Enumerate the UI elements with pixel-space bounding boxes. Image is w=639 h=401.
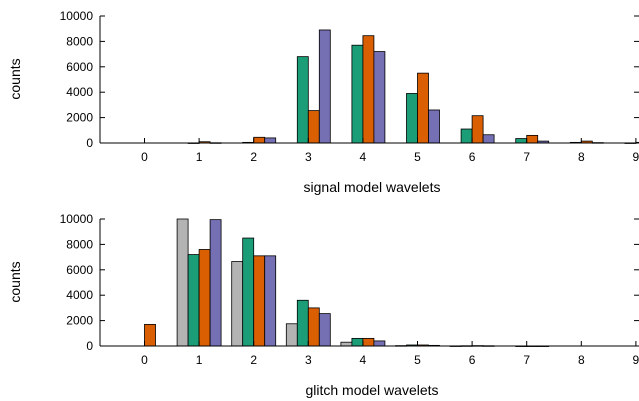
x-tick-label: 1 [196, 150, 203, 164]
bar-cat-5-series-2 [406, 93, 418, 144]
x-tick-label: 8 [578, 353, 585, 367]
bar-cat-5-series-3 [417, 72, 429, 144]
x-tick-label: 3 [305, 150, 312, 164]
bar-cat-3-series-2 [296, 299, 309, 347]
y-tick-label: 0 [86, 339, 93, 353]
y-tick-label: 6000 [66, 263, 93, 277]
bar-cat-1-series-1 [176, 218, 189, 347]
bar-cat-3-series-2 [296, 56, 309, 144]
bar-cat-4-series-4 [373, 51, 386, 144]
x-tick-label: 5 [414, 353, 421, 367]
x-tick-label: 0 [141, 150, 148, 164]
x-tick-label: 8 [578, 150, 585, 164]
x-tick-label: 4 [360, 353, 367, 367]
bar-cat-1-series-2 [187, 254, 200, 347]
x-tick-label: 7 [523, 150, 530, 164]
bar-cat-4-series-3 [362, 35, 375, 144]
glitch-model-panel: counts glitch model wavelets 02000400060… [7, 212, 639, 398]
y-tick-label: 2000 [66, 314, 93, 328]
bar-cat-4-series-1 [340, 341, 353, 347]
x-tick-label: 1 [196, 353, 203, 367]
y-tick-label: 0 [86, 136, 93, 150]
bar-cat-7-series-2 [515, 138, 528, 144]
x-tick-label: 3 [305, 353, 312, 367]
bar-cat-6-series-3 [471, 115, 484, 144]
x-tick-label: 6 [469, 353, 476, 367]
y-tick-label: 10000 [60, 9, 94, 23]
x-tick-label: 5 [414, 150, 421, 164]
bar-cat-3-series-4 [318, 29, 331, 144]
bar-cat-4-series-4 [373, 340, 386, 347]
bar-cat-6-series-4 [482, 134, 495, 144]
bar-cat-3-series-3 [307, 110, 320, 144]
bar-cat-4-series-3 [362, 337, 375, 347]
x-tick-label: 7 [523, 353, 530, 367]
bar-cat-2-series-3 [253, 136, 266, 144]
bar-cat-4-series-2 [351, 44, 364, 144]
bar-cat-5-series-4 [428, 109, 440, 144]
y-tick-label: 8000 [66, 34, 93, 48]
y-tick-label: 8000 [66, 237, 93, 251]
x-tick-label: 6 [469, 150, 476, 164]
y-tick-label: 4000 [66, 288, 93, 302]
y-axis-title: counts [7, 261, 23, 302]
x-tick-label: 2 [250, 150, 257, 164]
y-tick-label: 4000 [66, 85, 93, 99]
bar-cat-2-series-3 [253, 255, 266, 347]
bar-cat-1-series-4 [209, 219, 222, 347]
bar-cat-3-series-3 [307, 307, 320, 347]
bar-cat-7-series-3 [526, 134, 539, 144]
bar-cat-3-series-4 [318, 313, 331, 347]
y-tick-label: 6000 [66, 60, 93, 74]
x-tick-label: 9 [633, 353, 639, 367]
bar-cat-2-series-1 [231, 261, 244, 347]
bar-cat-0-series-3 [144, 324, 156, 347]
bar-cat-2-series-4 [264, 137, 277, 144]
y-tick-label: 10000 [60, 212, 94, 226]
x-tick-label: 0 [141, 353, 148, 367]
signal-model-panel: counts signal model wavelets 02000400060… [7, 9, 639, 195]
bar-cat-6-series-2 [460, 128, 473, 144]
x-tick-label: 4 [360, 150, 367, 164]
bar-cat-4-series-2 [351, 337, 364, 347]
y-tick-label: 2000 [66, 111, 93, 125]
bar-cat-1-series-3 [198, 249, 211, 347]
bar-cat-3-series-1 [285, 323, 298, 347]
y-axis-title: counts [7, 58, 23, 99]
bar-cat-2-series-4 [264, 255, 277, 347]
x-axis-title: signal model wavelets [304, 179, 441, 195]
x-axis-title: glitch model wavelets [305, 382, 438, 398]
bar-cat-2-series-2 [242, 237, 255, 347]
x-tick-label: 9 [633, 150, 639, 164]
x-tick-label: 2 [250, 353, 257, 367]
